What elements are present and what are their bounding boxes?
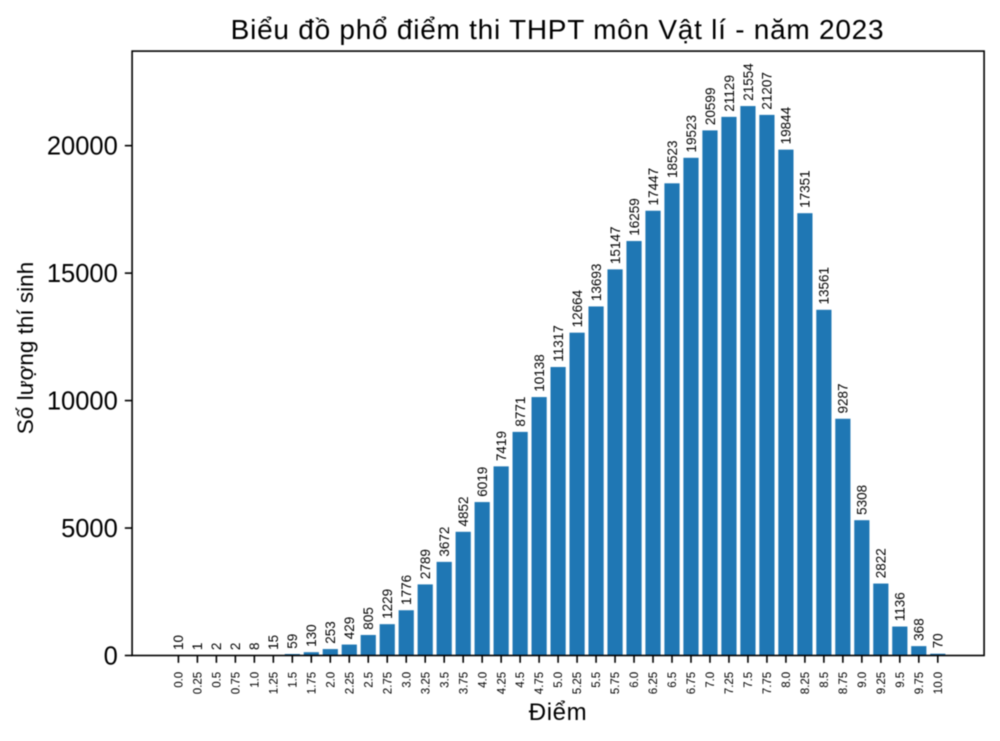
svg-text:21554: 21554 [741, 63, 756, 101]
svg-text:0.0: 0.0 [174, 672, 186, 688]
svg-text:9.0: 9.0 [857, 672, 869, 688]
svg-text:9287: 9287 [836, 383, 851, 413]
svg-text:18523: 18523 [665, 140, 680, 178]
svg-text:21207: 21207 [760, 72, 775, 110]
svg-text:368: 368 [912, 618, 927, 641]
svg-text:2.75: 2.75 [382, 672, 394, 694]
svg-text:15147: 15147 [608, 227, 623, 265]
svg-text:20599: 20599 [703, 88, 718, 126]
svg-text:4.0: 4.0 [477, 672, 489, 688]
svg-text:6.25: 6.25 [648, 672, 660, 694]
svg-text:2.25: 2.25 [344, 672, 356, 694]
svg-text:1.25: 1.25 [268, 672, 280, 694]
svg-text:7.0: 7.0 [705, 672, 717, 688]
svg-text:7.5: 7.5 [743, 672, 755, 688]
svg-text:3.5: 3.5 [439, 672, 451, 688]
svg-text:16259: 16259 [627, 198, 642, 236]
svg-text:4.5: 4.5 [515, 672, 527, 688]
svg-text:8.75: 8.75 [838, 672, 850, 694]
svg-text:8.0: 8.0 [781, 672, 793, 688]
svg-text:6019: 6019 [475, 467, 490, 497]
svg-text:1.5: 1.5 [287, 672, 299, 688]
svg-text:2: 2 [228, 643, 243, 651]
svg-text:13693: 13693 [589, 264, 604, 302]
svg-text:429: 429 [342, 617, 357, 640]
svg-text:8771: 8771 [513, 397, 528, 427]
svg-text:3.0: 3.0 [401, 672, 413, 688]
svg-text:10.0: 10.0 [933, 672, 945, 694]
svg-text:3672: 3672 [437, 527, 452, 557]
svg-text:1.0: 1.0 [249, 672, 261, 688]
svg-text:8.25: 8.25 [800, 672, 812, 694]
svg-text:7419: 7419 [494, 431, 509, 461]
svg-text:12664: 12664 [570, 289, 585, 327]
svg-text:2.0: 2.0 [325, 672, 337, 688]
svg-text:15: 15 [266, 635, 281, 650]
svg-text:1: 1 [190, 643, 205, 651]
svg-text:9.75: 9.75 [914, 672, 926, 694]
svg-text:17447: 17447 [646, 168, 661, 206]
svg-text:2789: 2789 [418, 549, 433, 579]
svg-text:4852: 4852 [456, 496, 471, 526]
svg-text:1229: 1229 [380, 589, 395, 619]
svg-text:10138: 10138 [532, 354, 547, 392]
svg-text:Điểm: Điểm [529, 699, 587, 726]
svg-text:13561: 13561 [817, 267, 832, 305]
svg-text:0.5: 0.5 [212, 672, 224, 688]
svg-text:21129: 21129 [722, 75, 737, 112]
svg-text:7.25: 7.25 [724, 672, 736, 694]
svg-text:15000: 15000 [47, 260, 118, 288]
svg-text:2.5: 2.5 [363, 672, 375, 688]
svg-text:1136: 1136 [893, 592, 908, 621]
svg-text:1.75: 1.75 [306, 672, 318, 694]
svg-text:5.0: 5.0 [553, 672, 565, 688]
svg-text:5.75: 5.75 [610, 672, 622, 694]
svg-text:6.75: 6.75 [686, 672, 698, 694]
svg-text:6.5: 6.5 [667, 672, 679, 688]
svg-text:0.75: 0.75 [230, 672, 242, 694]
svg-text:10000: 10000 [47, 388, 118, 416]
svg-text:17351: 17351 [798, 170, 813, 208]
svg-text:5.25: 5.25 [572, 672, 584, 694]
svg-text:5308: 5308 [855, 485, 870, 515]
svg-text:805: 805 [361, 607, 376, 630]
svg-text:19844: 19844 [779, 106, 794, 144]
svg-text:20000: 20000 [47, 133, 118, 161]
svg-text:9.5: 9.5 [895, 672, 907, 688]
svg-text:11317: 11317 [551, 325, 566, 362]
svg-text:9.25: 9.25 [876, 672, 888, 694]
svg-text:130: 130 [304, 624, 319, 647]
svg-text:Biểu đồ phổ điểm thi THPT môn: Biểu đồ phổ điểm thi THPT môn Vật lí - n… [231, 14, 885, 45]
svg-text:19523: 19523 [684, 115, 699, 153]
svg-text:4.75: 4.75 [534, 672, 546, 694]
svg-text:3.75: 3.75 [458, 672, 470, 694]
svg-text:4.25: 4.25 [496, 672, 508, 694]
svg-text:7.75: 7.75 [762, 672, 774, 694]
svg-text:253: 253 [323, 621, 338, 644]
svg-text:5000: 5000 [61, 515, 118, 543]
svg-text:2822: 2822 [874, 548, 889, 578]
svg-text:2: 2 [209, 643, 224, 651]
svg-text:6.0: 6.0 [629, 672, 641, 688]
svg-text:Số lượng thí sinh: Số lượng thí sinh [13, 262, 38, 434]
svg-text:0.25: 0.25 [193, 672, 205, 694]
svg-text:8.5: 8.5 [819, 672, 831, 688]
svg-text:59: 59 [285, 634, 300, 649]
svg-text:70: 70 [931, 633, 946, 648]
svg-text:8: 8 [247, 642, 262, 650]
svg-text:10: 10 [171, 635, 186, 650]
svg-text:0: 0 [104, 643, 118, 671]
svg-text:3.25: 3.25 [420, 672, 432, 694]
svg-text:5.5: 5.5 [591, 672, 603, 688]
svg-text:1776: 1776 [399, 575, 414, 605]
